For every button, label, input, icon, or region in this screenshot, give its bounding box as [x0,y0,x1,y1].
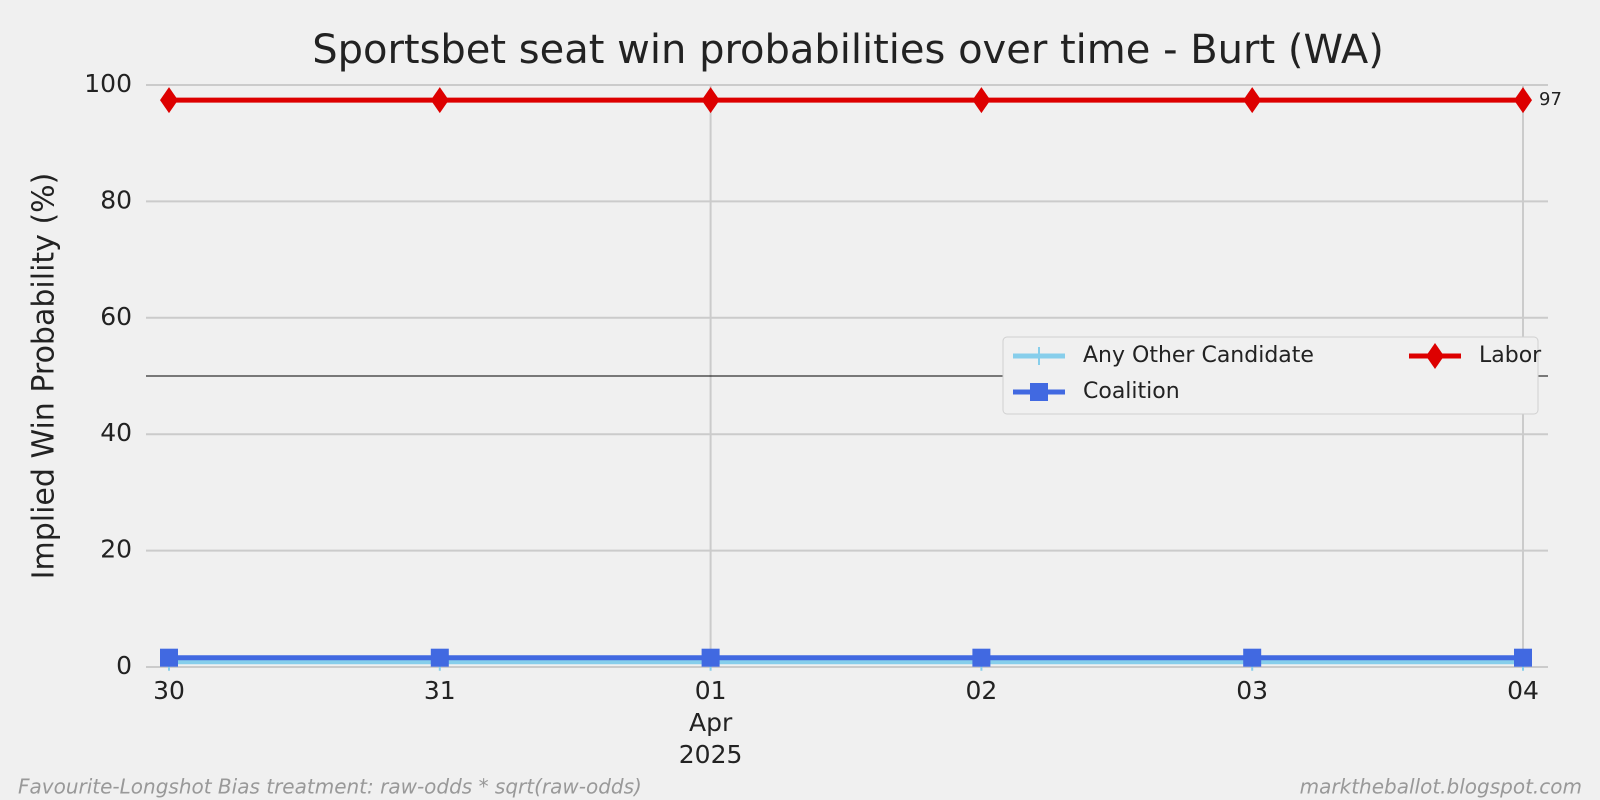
x-tick-label: 30 [153,676,185,705]
y-tick-label: 0 [116,651,132,680]
y-tick-label: 80 [100,185,132,214]
marker [1243,648,1262,667]
marker [972,648,991,667]
marker [160,87,178,114]
legend: Any Other Candidate Coalition Labor [1002,336,1542,415]
legend-label: Any Other Candidate [1083,343,1314,368]
footer-right: marktheballot.blogspot.com [1300,775,1582,799]
marker [1243,87,1262,114]
y-tick-label: 20 [100,535,132,564]
marker [1514,87,1532,114]
x-tick-label: 01 [695,676,727,705]
y-tick-label: 40 [100,418,132,447]
footer-left: Favourite-Longshot Bias treatment: raw-o… [18,775,642,799]
legend-label: Labor [1479,343,1542,368]
marker [1030,347,1048,365]
x-year-label: 2025 [679,740,743,769]
x-tick-label: 02 [965,676,997,705]
y-tick-label: 60 [100,302,132,331]
marker [160,648,178,667]
marker [1514,648,1532,667]
marker [430,648,449,667]
marker [430,87,449,114]
value-label: 97 [1539,89,1562,110]
marker [701,648,720,667]
marker [972,87,991,114]
legend-box [1002,336,1539,415]
y-axis-label: Implied Win Probability (%) [27,173,62,580]
x-tick-label: 03 [1236,676,1268,705]
marker [701,87,720,114]
chart-title: Sportsbet seat win probabilities over ti… [312,27,1384,73]
x-month-label: Apr [689,708,733,737]
x-tick-label: 04 [1507,676,1539,705]
marker [1426,343,1444,369]
x-tick-label: 31 [424,676,456,705]
y-tick-label: 100 [84,69,132,98]
marker [1030,383,1048,401]
legend-label: Coalition [1083,379,1180,404]
